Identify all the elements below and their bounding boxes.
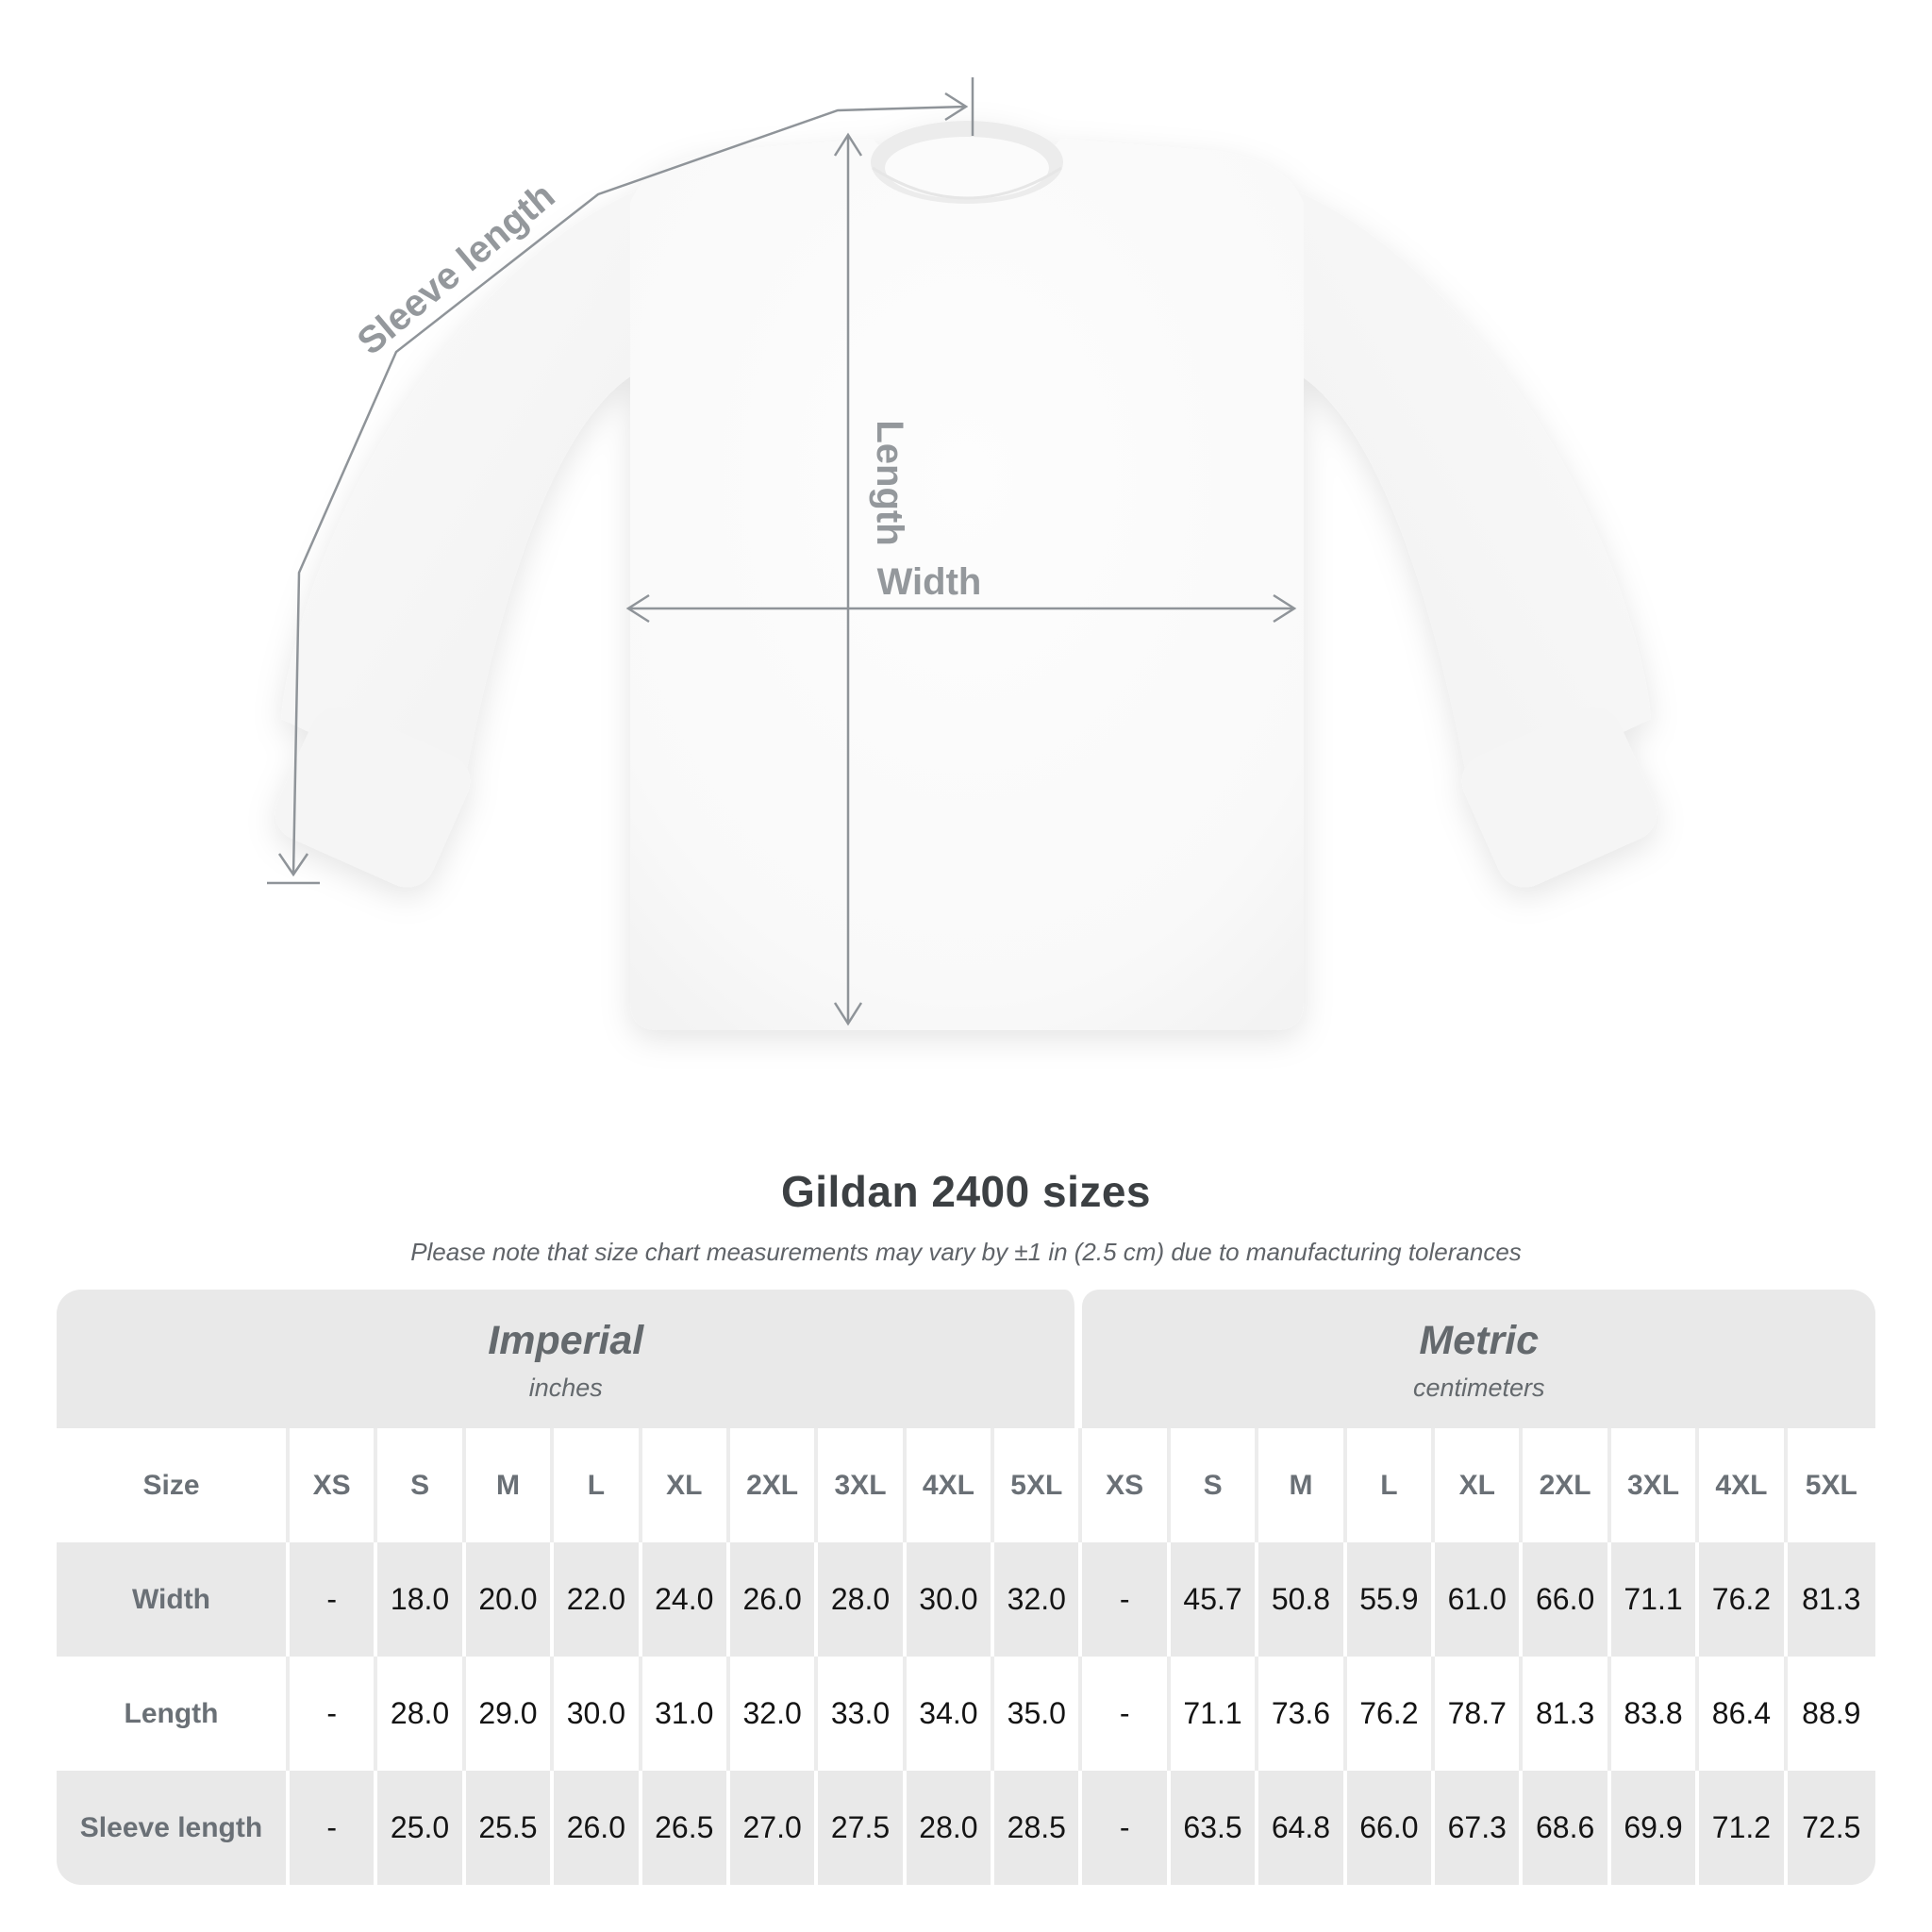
- sleeve-metric-value: 63.5: [1170, 1771, 1259, 1885]
- length-metric-value: 86.4: [1699, 1657, 1788, 1771]
- width-imperial-value: 26.0: [729, 1542, 819, 1657]
- length-imperial-value: 30.0: [554, 1657, 642, 1771]
- sleeve-metric-value: 69.9: [1610, 1771, 1700, 1885]
- width-label: Width: [877, 561, 982, 603]
- width-metric-value: 76.2: [1699, 1542, 1788, 1657]
- shirt-body: [630, 139, 1304, 1030]
- width-metric-value: -: [1082, 1542, 1171, 1657]
- width-imperial-value: 20.0: [465, 1542, 555, 1657]
- sleeve-imperial-value: 28.5: [994, 1771, 1083, 1885]
- sleeve-imperial-value: 26.5: [641, 1771, 730, 1885]
- sleeve-metric-value: 67.3: [1435, 1771, 1524, 1885]
- length-imperial-value: -: [290, 1657, 378, 1771]
- width-metric-value: 50.8: [1258, 1542, 1347, 1657]
- metric-unit: centimeters: [1412, 1373, 1545, 1402]
- sleeve-imperial-value: -: [290, 1771, 378, 1885]
- size-header-imperial: 4XL: [906, 1428, 995, 1542]
- width-metric-value: 61.0: [1435, 1542, 1524, 1657]
- width-metric-value: 66.0: [1523, 1542, 1611, 1657]
- width-metric-value: 55.9: [1346, 1542, 1436, 1657]
- length-metric-value: 88.9: [1787, 1657, 1875, 1771]
- size-header-metric: M: [1258, 1428, 1347, 1542]
- length-imperial-value: 33.0: [818, 1657, 907, 1771]
- size-header-imperial: 2XL: [729, 1428, 819, 1542]
- size-header-metric: XS: [1082, 1428, 1171, 1542]
- length-measure-line: [833, 132, 863, 1026]
- length-row-label: Length: [57, 1657, 290, 1771]
- size-header-metric: 4XL: [1699, 1428, 1788, 1542]
- shirt-collar-seam: [872, 166, 1062, 200]
- length-metric-value: 73.6: [1258, 1657, 1347, 1771]
- width-metric-value: 71.1: [1610, 1542, 1700, 1657]
- length-imperial-value: 31.0: [641, 1657, 730, 1771]
- size-header-imperial: XS: [290, 1428, 378, 1542]
- shirt-diagram: Sleeve length Length Width: [267, 77, 1666, 1030]
- sleeve-metric-value: 66.0: [1346, 1771, 1436, 1885]
- imperial-unit: inches: [528, 1373, 603, 1402]
- sleeve-length-measure-line: [267, 77, 974, 885]
- sleeve-imperial-value: 27.0: [729, 1771, 819, 1885]
- shirt-illustration: [275, 121, 1666, 1030]
- length-metric-value: 83.8: [1610, 1657, 1700, 1771]
- length-imperial-value: 28.0: [377, 1657, 466, 1771]
- length-metric-value: 71.1: [1170, 1657, 1259, 1771]
- sleeve-imperial-value: 27.5: [818, 1771, 907, 1885]
- width-imperial-value: 24.0: [641, 1542, 730, 1657]
- length-imperial-value: 35.0: [994, 1657, 1083, 1771]
- metric-label: Metric: [1419, 1318, 1540, 1364]
- width-imperial-value: -: [290, 1542, 378, 1657]
- length-imperial-value: 32.0: [729, 1657, 819, 1771]
- width-imperial-value: 30.0: [906, 1542, 995, 1657]
- length-metric-value: 81.3: [1523, 1657, 1611, 1771]
- width-imperial-value: 22.0: [554, 1542, 642, 1657]
- sleeve-metric-value: 72.5: [1787, 1771, 1875, 1885]
- width-imperial-value: 32.0: [994, 1542, 1083, 1657]
- length-label: Length: [869, 420, 910, 545]
- sleeve-imperial-value: 26.0: [554, 1771, 642, 1885]
- page-title: Gildan 2400 sizes: [780, 1167, 1152, 1216]
- tolerance-note: Please note that size chart measurements…: [410, 1238, 1522, 1266]
- width-metric-value: 45.7: [1170, 1542, 1259, 1657]
- length-imperial-value: 34.0: [906, 1657, 995, 1771]
- length-metric-value: -: [1082, 1657, 1171, 1771]
- width-row-label: Width: [57, 1542, 290, 1657]
- width-measure-line: [625, 593, 1297, 624]
- size-header-metric: 3XL: [1610, 1428, 1700, 1542]
- imperial-section-header: Imperial inches: [57, 1290, 1083, 1428]
- size-header-imperial: XL: [641, 1428, 730, 1542]
- shirt-left-sleeve: [281, 187, 646, 804]
- size-header-metric: L: [1346, 1428, 1436, 1542]
- length-metric-value: 76.2: [1346, 1657, 1436, 1771]
- size-header-imperial: 5XL: [994, 1428, 1083, 1542]
- shirt-collar-inner: [885, 137, 1049, 199]
- sleeve-metric-value: -: [1082, 1771, 1171, 1885]
- sleeve-metric-value: 71.2: [1699, 1771, 1788, 1885]
- sleeve-metric-value: 64.8: [1258, 1771, 1347, 1885]
- length-imperial-value: 29.0: [465, 1657, 555, 1771]
- size-header-metric: 5XL: [1787, 1428, 1875, 1542]
- metric-section-header: Metric centimeters: [1082, 1290, 1875, 1428]
- width-imperial-value: 28.0: [818, 1542, 907, 1657]
- sleeve-length-row-label: Sleeve length: [57, 1771, 290, 1885]
- size-header-metric: XL: [1435, 1428, 1524, 1542]
- shirt-left-cuff: [275, 707, 471, 888]
- sleeve-metric-value: 68.6: [1523, 1771, 1611, 1885]
- size-header-imperial: M: [465, 1428, 555, 1542]
- size-header-imperial: S: [377, 1428, 466, 1542]
- size-header-metric: 2XL: [1523, 1428, 1611, 1542]
- size-table: Imperial inches Metric centimeters Size …: [57, 1290, 1875, 1885]
- size-header-imperial: L: [554, 1428, 642, 1542]
- length-metric-value: 78.7: [1435, 1657, 1524, 1771]
- sleeve-imperial-value: 25.0: [377, 1771, 466, 1885]
- size-col-header: Size: [57, 1428, 290, 1542]
- width-imperial-value: 18.0: [377, 1542, 466, 1657]
- sleeve-imperial-value: 28.0: [906, 1771, 995, 1885]
- imperial-label: Imperial: [488, 1318, 644, 1364]
- width-metric-value: 81.3: [1787, 1542, 1875, 1657]
- size-header-imperial: 3XL: [818, 1428, 907, 1542]
- size-header-metric: S: [1170, 1428, 1259, 1542]
- sleeve-imperial-value: 25.5: [465, 1771, 555, 1885]
